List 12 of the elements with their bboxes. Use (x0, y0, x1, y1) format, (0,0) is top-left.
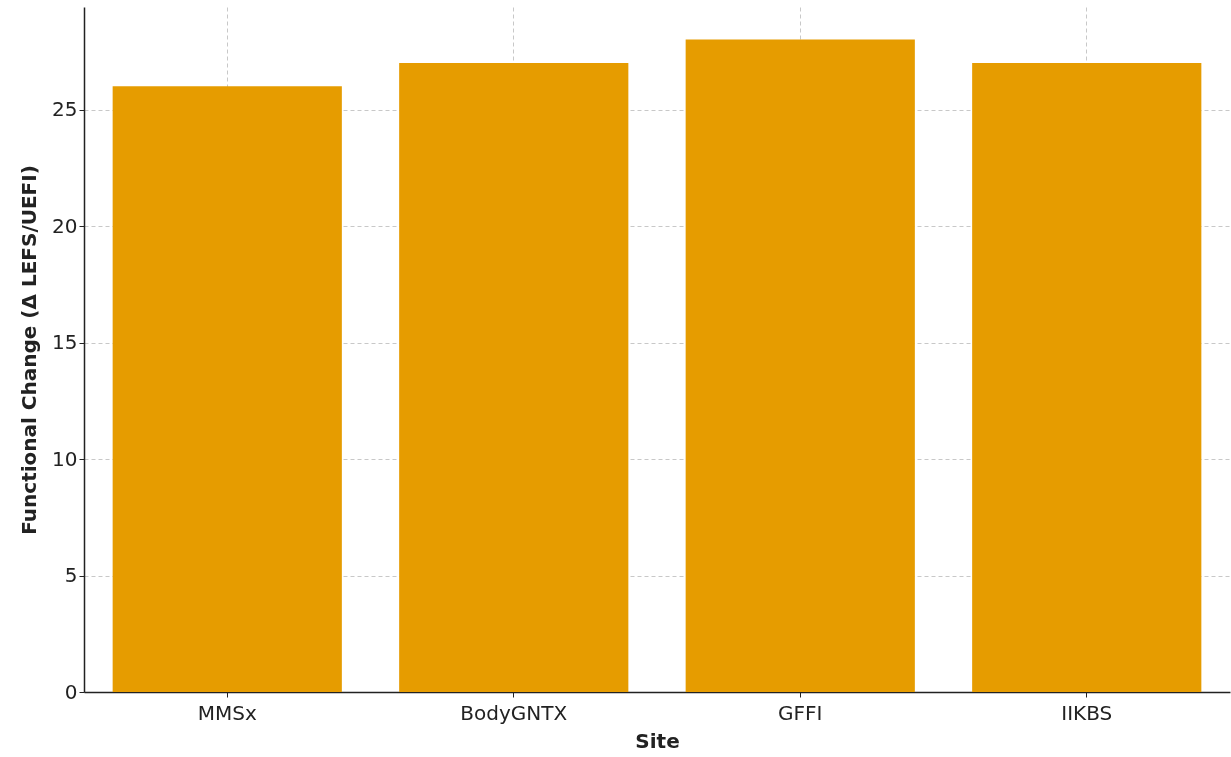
x-axis-title: Site (635, 728, 680, 753)
x-tick-label: IIKBS (1061, 700, 1113, 725)
y-tick-label: 25 (52, 97, 78, 122)
x-tick-label: GFFI (778, 700, 823, 725)
y-tick-label: 20 (52, 213, 78, 238)
y-axis-title: Functional Change (Δ LEFS/UEFI) (17, 165, 42, 535)
y-tick-label: 10 (52, 446, 78, 471)
y-tick-label: 15 (52, 330, 78, 355)
x-tick-label: BodyGNTX (460, 700, 568, 725)
y-tick-label: 5 (64, 563, 78, 587)
x-tick-label: MMSx (197, 700, 257, 725)
y-tick-label: 0 (64, 679, 78, 704)
